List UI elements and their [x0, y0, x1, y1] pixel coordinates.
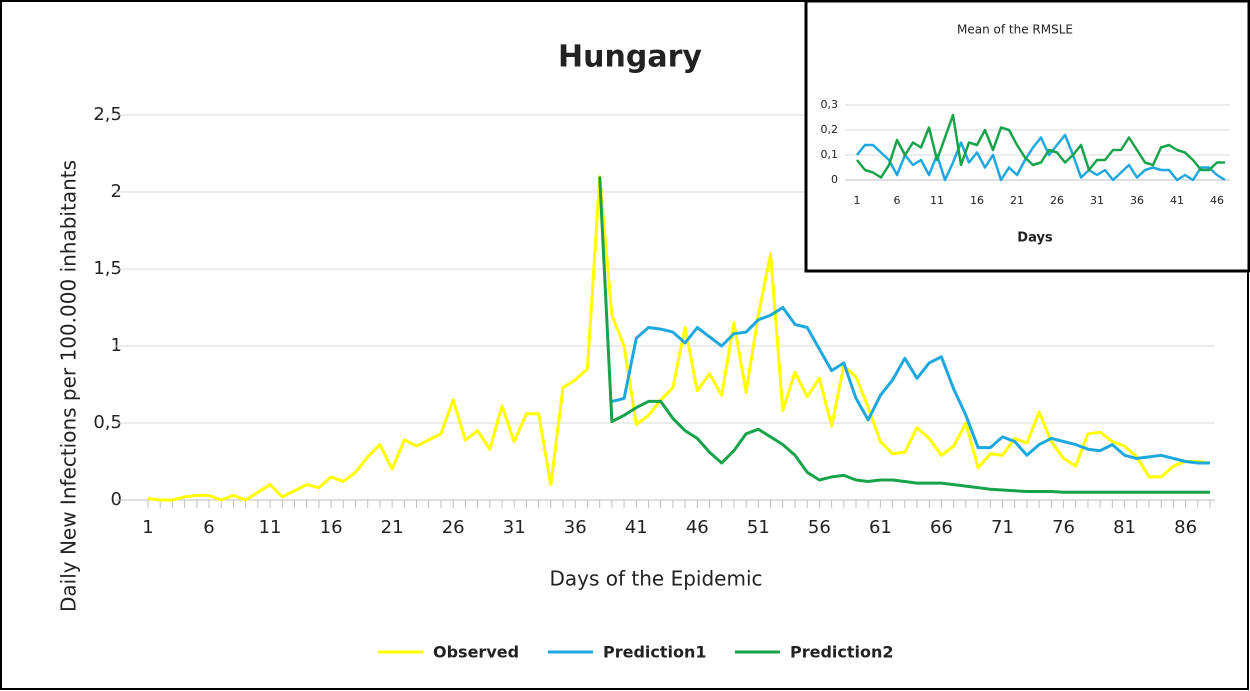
- x-tick-label: 41: [1170, 194, 1184, 207]
- x-tick-label: 86: [1174, 517, 1197, 538]
- main-chart: Hungary Days of the Epidemic Daily New I…: [57, 40, 1215, 662]
- legend-label: Prediction1: [603, 643, 707, 662]
- y-tick-label: 2,5: [93, 104, 122, 125]
- inset-frame: [804, 0, 1250, 273]
- x-tick-label: 41: [625, 517, 648, 538]
- x-tick-label: 31: [503, 517, 526, 538]
- series-line: [598, 176, 1210, 494]
- x-tick-label: 11: [930, 194, 944, 207]
- y-tick-label: 0: [831, 173, 838, 186]
- inset-x-axis-label: Days: [1017, 231, 1053, 246]
- x-tick-label: 46: [686, 517, 709, 538]
- x-tick-label: 16: [320, 517, 343, 538]
- x-tick-label: 46: [1210, 194, 1224, 207]
- legend-label: Observed: [433, 643, 519, 662]
- x-tick-label: 71: [991, 517, 1014, 538]
- chart-title: Hungary: [558, 40, 702, 75]
- x-tick-label: 61: [869, 517, 892, 538]
- x-tick-label: 6: [894, 194, 901, 207]
- series-line: [147, 175, 1211, 502]
- inset-chart: Mean of the RMSLE Days 00,10,20,31 6 11 16 2…: [821, 23, 1230, 246]
- x-tick-label: 31: [1090, 194, 1104, 207]
- x-tick-label: 1: [142, 517, 153, 538]
- x-tick-label: 26: [1050, 194, 1064, 207]
- y-axis-label: Daily New Infections per 100.000 inhabit…: [57, 160, 81, 612]
- x-tick-label: 16: [970, 194, 984, 207]
- x-tick-label: 21: [381, 517, 404, 538]
- x-tick-label: 36: [564, 517, 587, 538]
- x-tick-label: 81: [1113, 517, 1136, 538]
- x-tick-label: 6: [203, 517, 214, 538]
- y-tick-label: 0,3: [821, 98, 839, 111]
- y-tick-label: 0,2: [821, 123, 839, 136]
- series-line: [611, 306, 1210, 465]
- x-tick-label: 76: [1052, 517, 1075, 538]
- x-axis-label: Days of the Epidemic: [549, 567, 762, 591]
- inset-title: Mean of the RMSLE: [957, 23, 1073, 37]
- x-tick-label: 21: [1010, 194, 1024, 207]
- x-tick-label: 1: [854, 194, 861, 207]
- x-tick-label: 66: [930, 517, 953, 538]
- series-line: [856, 113, 1225, 179]
- x-tick-label: 11: [259, 517, 282, 538]
- y-tick-label: 1,5: [93, 258, 122, 279]
- legend-label: Prediction2: [790, 643, 894, 662]
- series-line: [856, 133, 1226, 182]
- x-tick-label: 56: [808, 517, 831, 538]
- x-tick-label: 26: [442, 517, 465, 538]
- y-tick-label: 0,1: [821, 148, 839, 161]
- x-tick-label: 51: [747, 517, 770, 538]
- y-tick-label: 0,5: [93, 412, 122, 433]
- x-tick-label: 36: [1130, 194, 1144, 207]
